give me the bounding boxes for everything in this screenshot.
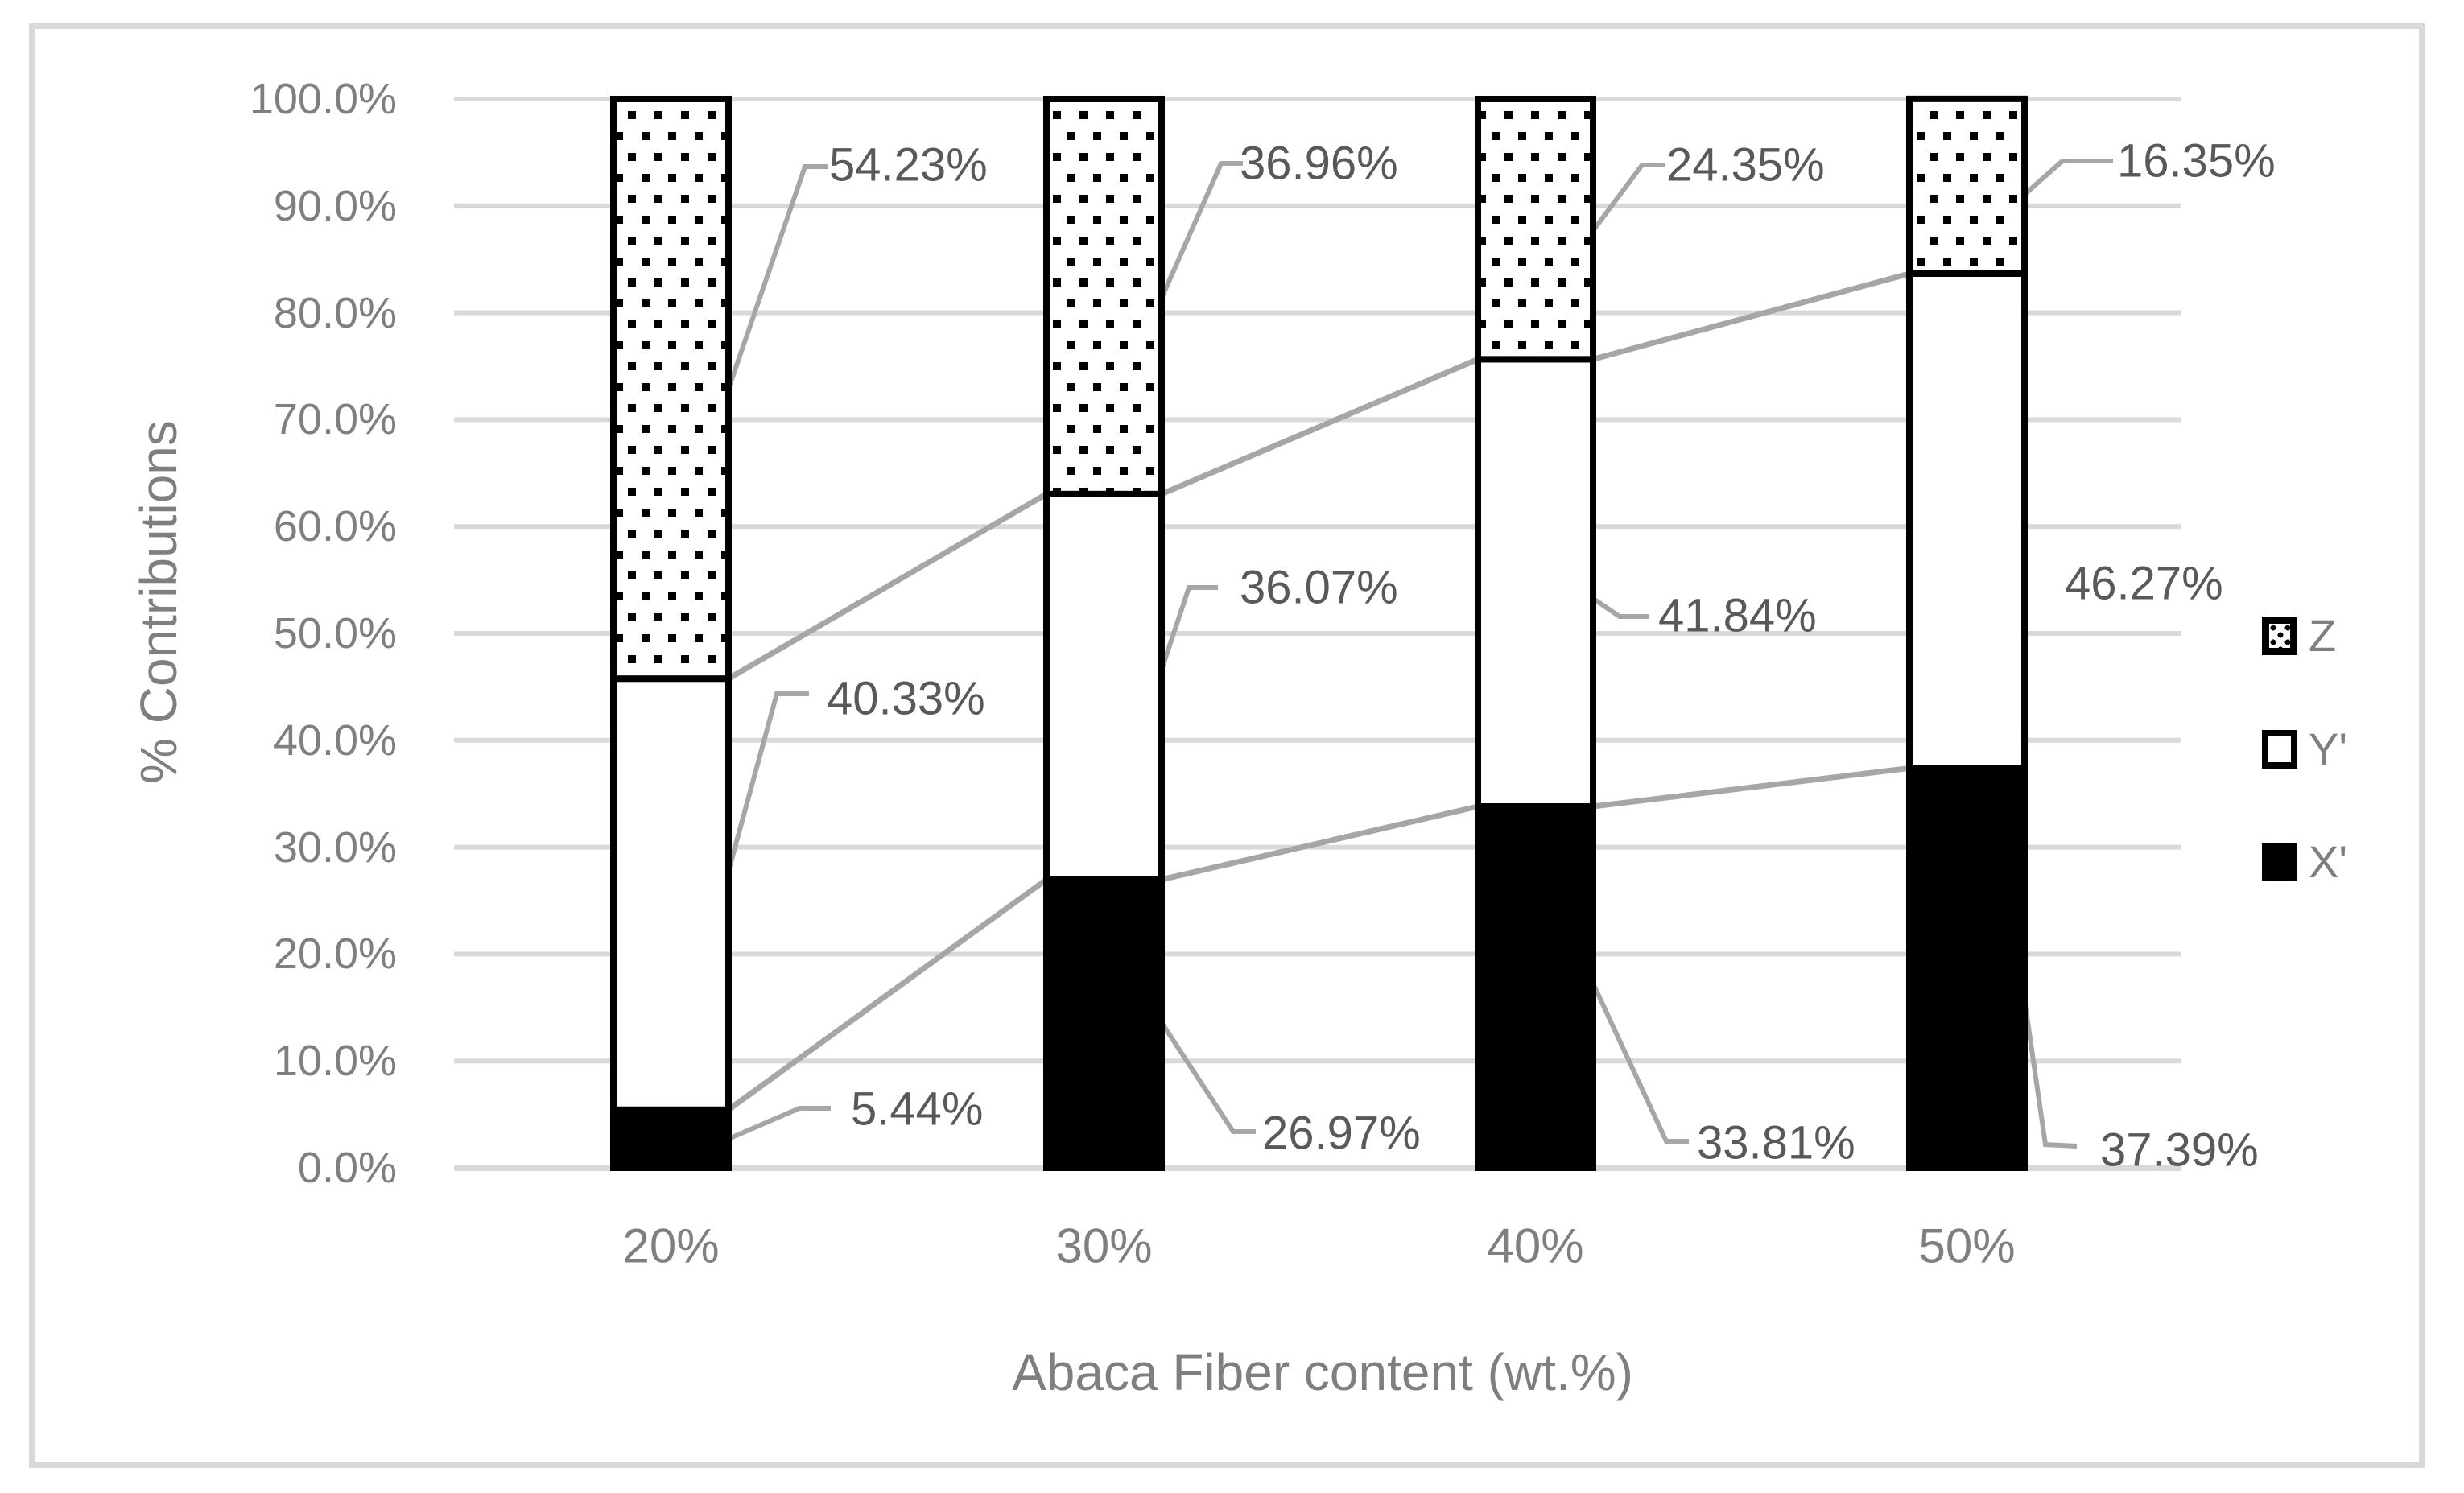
data-label-y[interactable]: 41.84% xyxy=(1658,589,1817,642)
legend-swatch-black-icon xyxy=(2262,843,2297,881)
legend-label: Z xyxy=(2309,610,2337,661)
legend-item-x[interactable]: X' xyxy=(2262,839,2347,885)
data-label-leader-line xyxy=(1592,163,1665,230)
legend-swatch-dotted-icon xyxy=(2262,617,2297,655)
data-label-leader-line xyxy=(2019,976,2078,1149)
chart-outer-frame xyxy=(29,23,2425,1468)
data-label-leader-line xyxy=(1154,585,1218,685)
bar-segment-z-50%[interactable] xyxy=(1906,95,2028,277)
bar-segment-z-40%[interactable] xyxy=(1475,96,1596,363)
data-label-leader-line xyxy=(727,1106,831,1141)
bar-segment-y-30%[interactable] xyxy=(1043,490,1165,883)
data-label-leader-line xyxy=(1593,597,1649,619)
data-label-leader-line xyxy=(1592,985,1689,1144)
series-connector-line-lower xyxy=(726,877,1049,1112)
x-axis-category-label: 30% xyxy=(1055,1219,1153,1273)
bar-segment-z-20%[interactable] xyxy=(610,96,732,683)
legend-label: Y' xyxy=(2309,724,2348,774)
bar-segment-y-50%[interactable] xyxy=(1906,270,2028,772)
data-label-leader-line xyxy=(1160,161,1243,298)
data-label-leader-line xyxy=(1160,1022,1256,1134)
data-label-leader-line xyxy=(2024,159,2113,196)
legend-swatch-white-icon xyxy=(2262,730,2297,769)
data-label-z[interactable]: 24.35% xyxy=(1666,138,1825,192)
bar-segment-x-20%[interactable] xyxy=(610,1106,732,1172)
series-connector-line-lower xyxy=(1161,803,1479,883)
y-axis-tick-label: 70.0% xyxy=(273,395,397,444)
y-axis-tick-label: 80.0% xyxy=(273,288,397,337)
y-axis-title: % Contributions xyxy=(130,420,188,784)
x-axis-category-label: 50% xyxy=(1918,1219,2016,1273)
y-axis-tick-label: 100.0% xyxy=(249,75,397,123)
legend-item-z[interactable]: Z xyxy=(2262,613,2336,658)
y-axis-tick-label: 20.0% xyxy=(273,930,397,979)
data-label-z[interactable]: 36.96% xyxy=(1240,137,1398,190)
y-axis-tick-label: 10.0% xyxy=(273,1037,397,1086)
data-label-y[interactable]: 46.27% xyxy=(2065,557,2223,610)
series-connector-line-upper xyxy=(727,491,1048,682)
bar-segment-z-30%[interactable] xyxy=(1043,96,1165,497)
y-axis-tick-label: 50.0% xyxy=(273,609,397,658)
bar-segment-x-50%[interactable] xyxy=(1906,765,2028,1172)
y-axis-tick-label: 40.0% xyxy=(273,716,397,765)
data-label-y[interactable]: 36.07% xyxy=(1240,561,1398,614)
data-label-x[interactable]: 37.39% xyxy=(2100,1124,2259,1177)
data-label-x[interactable]: 33.81% xyxy=(1697,1116,1855,1169)
legend-item-y[interactable]: Y' xyxy=(2262,727,2347,772)
data-label-leader-line xyxy=(726,164,828,390)
data-label-z[interactable]: 54.23% xyxy=(829,138,988,192)
bar-segment-x-40%[interactable] xyxy=(1475,803,1596,1171)
series-connector-line-upper xyxy=(1592,270,1910,362)
x-axis-title: Abaca Fiber content (wt.%) xyxy=(1012,1343,1633,1401)
bar-segment-y-20%[interactable] xyxy=(610,675,732,1113)
y-axis-tick-label: 30.0% xyxy=(273,823,397,872)
series-connector-line-lower xyxy=(1592,765,1910,810)
x-axis-category-label: 20% xyxy=(622,1219,720,1273)
y-axis-tick-label: 60.0% xyxy=(273,502,397,551)
data-label-x[interactable]: 26.97% xyxy=(1262,1107,1421,1160)
y-axis-tick-label: 90.0% xyxy=(273,181,397,230)
data-label-y[interactable]: 40.33% xyxy=(827,672,985,725)
data-label-leader-line xyxy=(720,691,809,893)
bar-segment-y-40%[interactable] xyxy=(1475,356,1596,810)
data-label-z[interactable]: 16.35% xyxy=(2117,134,2276,188)
x-axis-category-label: 40% xyxy=(1487,1219,1584,1273)
y-axis-tick-label: 0.0% xyxy=(297,1144,397,1192)
data-label-x[interactable]: 5.44% xyxy=(851,1083,984,1136)
bar-segment-x-30%[interactable] xyxy=(1043,876,1165,1171)
series-connector-line-upper xyxy=(1160,357,1480,497)
legend-label: X' xyxy=(2309,836,2348,887)
